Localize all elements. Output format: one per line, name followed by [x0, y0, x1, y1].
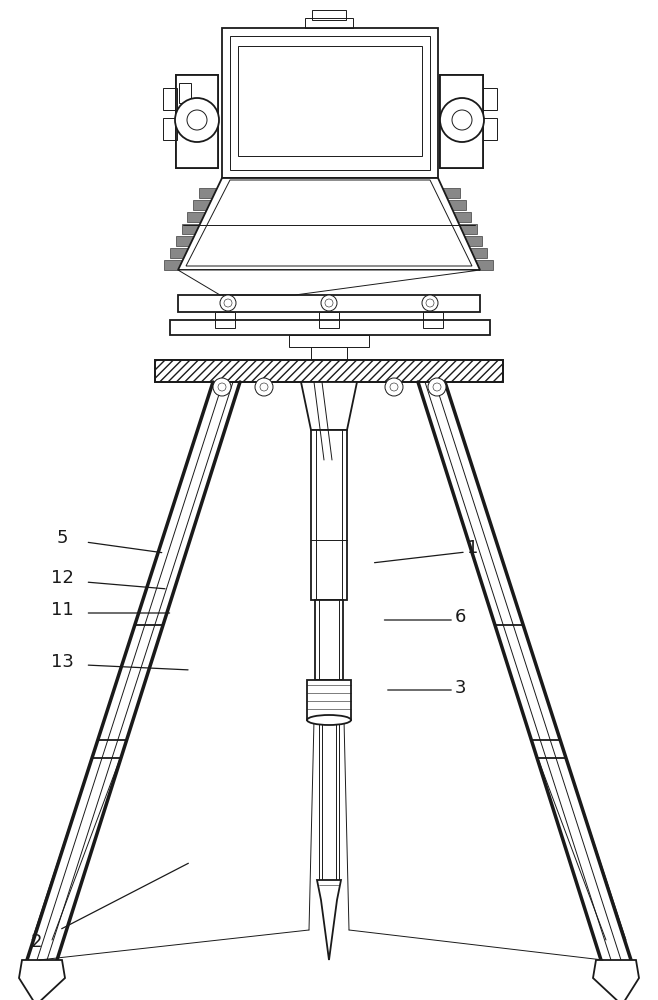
Bar [423, 312, 443, 328]
Text: 13: 13 [51, 653, 74, 671]
Text: 3: 3 [455, 679, 467, 697]
Bar [315, 600, 343, 680]
Bar [176, 75, 218, 168]
Bar [319, 312, 339, 328]
Bar [178, 295, 480, 312]
Circle shape [213, 378, 231, 396]
Circle shape [433, 383, 441, 391]
Bar [170, 248, 188, 258]
Bar [483, 88, 497, 110]
Circle shape [440, 98, 484, 142]
Circle shape [385, 378, 403, 396]
Bar [170, 320, 490, 335]
Polygon shape [317, 880, 341, 960]
Bar [311, 430, 347, 600]
Text: 6: 6 [455, 608, 467, 626]
Circle shape [321, 295, 337, 311]
Bar [448, 200, 466, 210]
Bar [176, 75, 218, 168]
Circle shape [255, 378, 273, 396]
Bar [311, 347, 347, 365]
Bar [155, 360, 503, 382]
Bar [305, 18, 353, 28]
Circle shape [325, 299, 333, 307]
Polygon shape [593, 960, 639, 1000]
Bar [475, 260, 493, 270]
Bar [469, 248, 487, 258]
Bar [238, 46, 422, 156]
Circle shape [422, 295, 438, 311]
Bar [227, 178, 433, 190]
Circle shape [220, 295, 236, 311]
Bar [176, 236, 194, 246]
Bar [307, 680, 351, 720]
Circle shape [452, 110, 472, 130]
Bar [163, 88, 177, 110]
Polygon shape [178, 270, 480, 295]
Bar [187, 212, 205, 222]
Bar [453, 212, 471, 222]
Ellipse shape [307, 715, 351, 725]
Bar [222, 28, 438, 178]
Bar [440, 75, 483, 168]
Circle shape [390, 383, 398, 391]
Bar [459, 224, 477, 234]
Text: 1: 1 [467, 539, 478, 557]
Text: 11: 11 [51, 601, 74, 619]
Polygon shape [178, 178, 480, 270]
Bar [193, 200, 211, 210]
Text: 2: 2 [30, 933, 42, 951]
Bar [199, 188, 217, 198]
Polygon shape [301, 382, 357, 430]
Bar [164, 260, 182, 270]
Bar [182, 224, 200, 234]
Bar [289, 335, 369, 347]
Polygon shape [19, 960, 65, 1000]
Text: 12: 12 [51, 569, 74, 587]
Bar [442, 188, 460, 198]
Bar [483, 118, 497, 140]
Bar [155, 360, 503, 382]
Bar [163, 118, 177, 140]
Circle shape [187, 110, 207, 130]
Bar [230, 36, 430, 170]
Bar [215, 312, 235, 328]
Circle shape [426, 299, 434, 307]
Bar [312, 10, 346, 20]
Circle shape [224, 299, 232, 307]
Bar [179, 83, 191, 103]
Bar [440, 75, 483, 168]
Bar [464, 236, 482, 246]
Circle shape [260, 383, 268, 391]
Text: 5: 5 [57, 529, 68, 547]
Circle shape [218, 383, 226, 391]
Circle shape [175, 98, 219, 142]
Circle shape [428, 378, 446, 396]
